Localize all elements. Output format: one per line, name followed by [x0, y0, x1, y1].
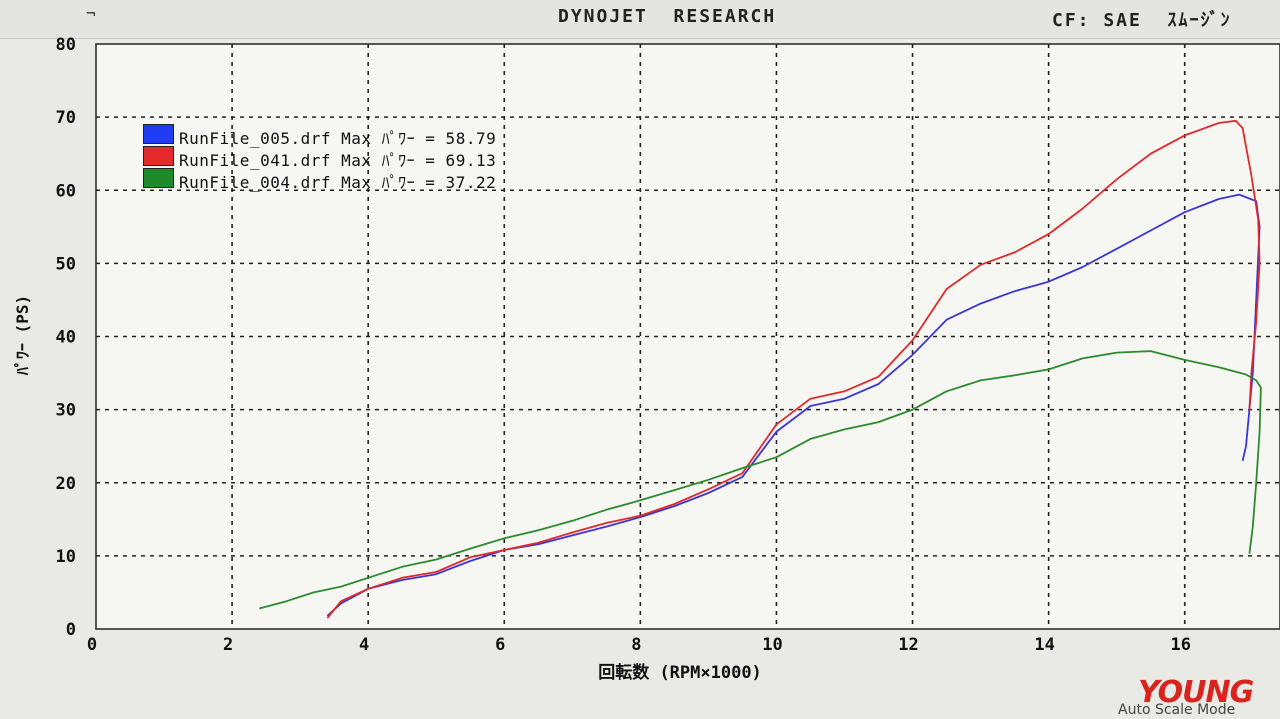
- y-tick-label: 40: [56, 328, 76, 348]
- x-tick-label: 4: [359, 635, 369, 655]
- y-tick-label: 80: [56, 35, 76, 55]
- plot-area: [95, 43, 1280, 630]
- legend-label: RunFile_005.drf Max ﾊﾟﾜｰ = 58.79: [179, 129, 497, 148]
- watermark-logo: YOUNG: [1138, 675, 1254, 710]
- x-tick-label: 6: [495, 635, 505, 655]
- x-tick-label: 10: [762, 635, 782, 655]
- x-tick-label: 8: [631, 635, 641, 655]
- x-tick-label: 2: [223, 635, 233, 655]
- title-bar: ¬ DYNOJET RESEARCH CF: SAE ｽﾑｰｼﾞﾝ: [0, 0, 1280, 39]
- correction-factor-label: CF: SAE ｽﾑｰｼﾞﾝ: [1052, 10, 1232, 31]
- series-lines: [259, 119, 1262, 619]
- y-tick-label: 50: [56, 254, 76, 274]
- legend-swatch-green: [143, 168, 174, 188]
- legend-swatch-blue: [143, 124, 174, 144]
- y-tick-label: 70: [56, 108, 76, 128]
- y-axis-label: ﾊﾟﾜｰ (PS): [13, 295, 32, 376]
- legend-label: RunFile_041.drf Max ﾊﾟﾜｰ = 69.13: [179, 151, 497, 170]
- x-tick-label: 16: [1170, 635, 1190, 655]
- x-tick-label: 12: [898, 635, 918, 655]
- x-tick-label: 0: [87, 635, 97, 655]
- y-tick-label: 0: [66, 620, 76, 640]
- series-line-runfile-041-drf: [326, 119, 1261, 619]
- grid: [96, 44, 1280, 629]
- x-axis-label: 回転数 (RPM×1000): [598, 662, 762, 683]
- legend-swatch-red: [143, 146, 174, 166]
- menu-mark[interactable]: ¬: [86, 4, 96, 23]
- y-tick-label: 30: [56, 401, 76, 421]
- x-tick-label: 14: [1034, 635, 1054, 655]
- y-tick-label: 20: [56, 474, 76, 494]
- y-tick-label: 10: [56, 547, 76, 567]
- y-tick-label: 60: [56, 181, 76, 201]
- series-line-runfile-004-drf: [259, 350, 1262, 610]
- axis-ticks: 0 2 4 6 8 10 12 14 16 0 10 20 30 40 50 60 70 80: [56, 35, 1191, 655]
- legend-label: RunFile_004.drf Max ﾊﾟﾜｰ = 37.22: [179, 173, 497, 192]
- chart-header-title: DYNOJET RESEARCH: [558, 6, 777, 27]
- status-text: Auto Scale Mode: [1118, 702, 1236, 718]
